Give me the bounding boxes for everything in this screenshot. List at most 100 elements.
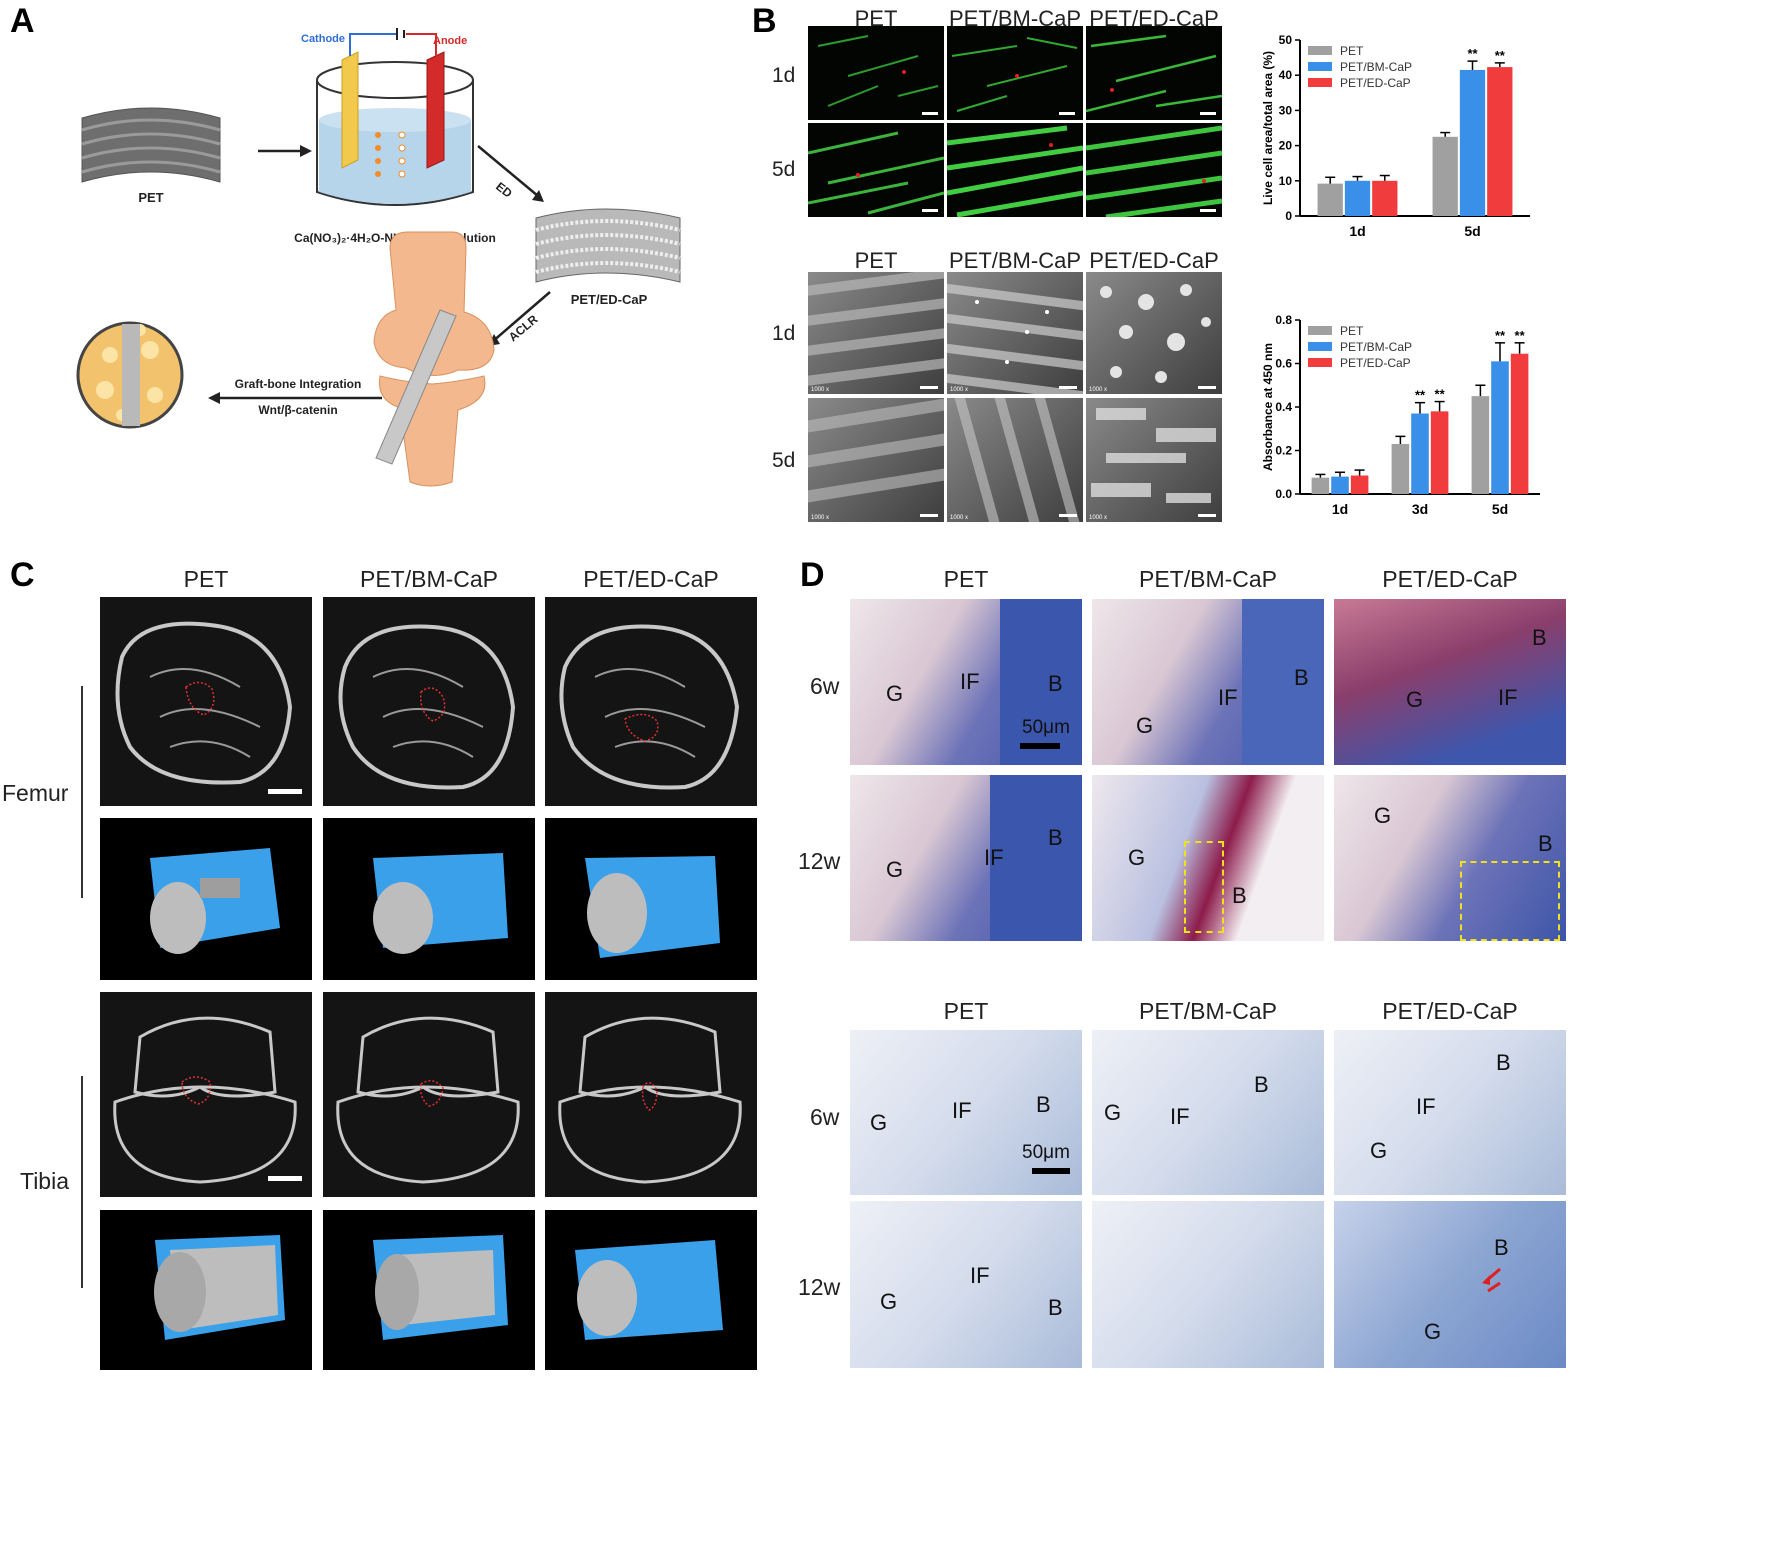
render-tibia-pet: [100, 1210, 312, 1370]
sem-mag-label: 1000 x: [950, 515, 969, 521]
label-g: G: [1136, 713, 1154, 738]
label-if: IF: [960, 669, 980, 694]
panel-label-d: D: [800, 556, 825, 594]
fluor-image-ed-5d: [1086, 123, 1222, 217]
integration-label: Graft-bone Integration: [235, 377, 362, 391]
scale-bar-label: 50μm: [1022, 1142, 1070, 1163]
label-if: IF: [970, 1263, 990, 1288]
sem-image-bm-5d: 1000 x: [947, 398, 1083, 522]
knee-joint: [373, 231, 495, 487]
b-sem-header-ed: PET/ED-CaP: [1089, 248, 1219, 273]
ct-femur-bm: [323, 597, 535, 806]
render-tibia-ed: [545, 1210, 757, 1370]
label-g: G: [880, 1289, 898, 1314]
label-b: B: [1538, 831, 1553, 856]
y-tick-label: 20: [1279, 139, 1293, 153]
toluidine-bm-6w: G IF B: [1092, 1030, 1324, 1195]
label-b: B: [1496, 1050, 1511, 1075]
label-b: B: [1254, 1072, 1269, 1097]
label-g: G: [1370, 1138, 1388, 1163]
sem-image-ed-1d: 1000 x: [1086, 272, 1222, 394]
b-sem-row-5d: 5d: [772, 449, 796, 472]
c-row-femur: Femur: [2, 780, 69, 806]
significance-label: **: [1495, 328, 1506, 343]
label-if: IF: [984, 845, 1004, 870]
d-bottom-row-6w: 6w: [810, 1104, 840, 1130]
fluor-image-ed-1d: [1086, 26, 1222, 120]
c-header-bm: PET/BM-CaP: [359, 566, 499, 592]
significance-label: **: [1495, 48, 1506, 63]
x-tick-label: 3d: [1412, 501, 1428, 517]
wnt-label: Wnt/β-catenin: [258, 403, 337, 417]
label-b: B: [1294, 665, 1309, 690]
fluor-image-bm-5d: [947, 123, 1083, 217]
d-bottom-header-pet: PET: [943, 998, 989, 1024]
fluor-image-bm-1d: [947, 26, 1083, 120]
panel-label-a: A: [10, 2, 35, 40]
sem-mag-label: 1000 x: [950, 387, 969, 393]
legend-swatch: [1308, 326, 1332, 335]
legend-label: PET/BM-CaP: [1340, 340, 1412, 354]
x-tick-label: 5d: [1492, 501, 1508, 517]
bar-pet-bm-cap-1d: [1331, 476, 1349, 494]
label-if: IF: [952, 1098, 972, 1123]
legend-swatch: [1308, 62, 1332, 71]
d-top-header-pet: PET: [943, 566, 989, 592]
label-g: G: [1104, 1100, 1122, 1125]
legend-label: PET: [1340, 44, 1364, 58]
b-fluor-row-5d: 5d: [772, 158, 796, 181]
d-bottom-header-ed: PET/ED-CaP: [1382, 998, 1518, 1024]
d-top-row-12w: 12w: [798, 848, 841, 874]
y-tick-label: 40: [1279, 68, 1293, 82]
label-g: G: [1374, 803, 1392, 828]
label-g: G: [1424, 1319, 1442, 1344]
ct-femur-ed: [545, 597, 757, 806]
bar-pet-1d: [1317, 183, 1343, 216]
d-bottom-row-12w: 12w: [798, 1274, 841, 1300]
red-arrow-icon: [1482, 1267, 1501, 1293]
schematic-diagram: Cathode Anode PET Ca(NO₃)₂·4H₂O-NH₄H₂PO₄…: [76, 28, 681, 487]
pet-ed-cap-fabric: [535, 208, 681, 283]
b-sem-header-bm: PET/BM-CaP: [948, 248, 1082, 273]
y-axis-label: Absorbance at 450 nm: [1261, 343, 1275, 471]
label-if: IF: [1218, 685, 1238, 710]
sem-image-pet-1d: 1000 x: [808, 272, 944, 394]
d-top-header-ed: PET/ED-CaP: [1382, 566, 1518, 592]
y-tick-label: 10: [1279, 174, 1293, 188]
bar-pet-ed-cap-1d: [1372, 180, 1398, 216]
ct-femur-pet: [100, 597, 312, 806]
toluidine-ed-12w: G B: [1334, 1201, 1566, 1368]
toluidine-bm-12w: [1092, 1201, 1324, 1368]
label-g: G: [886, 857, 904, 882]
sem-image-pet-5d: 1000 x: [808, 398, 944, 522]
panel-label-b: B: [752, 2, 777, 40]
electrolysis-beaker: [316, 28, 474, 206]
fluor-image-pet-1d: [808, 26, 944, 120]
bone-integration-inset: [76, 321, 184, 429]
fluor-image-pet-5d: [808, 123, 944, 217]
c-header-pet: PET: [183, 566, 229, 592]
legend-label: PET/ED-CaP: [1340, 356, 1411, 370]
y-tick-label: 50: [1279, 33, 1293, 47]
label-g: G: [870, 1110, 888, 1135]
scale-bar: [1032, 1168, 1070, 1174]
zoom-box: [1460, 861, 1560, 941]
x-tick-label: 1d: [1332, 501, 1348, 517]
legend-swatch: [1308, 342, 1332, 351]
label-b: B: [1232, 883, 1247, 908]
legend-label: PET/BM-CaP: [1340, 60, 1412, 74]
legend-label: PET: [1340, 324, 1364, 338]
label-b: B: [1048, 825, 1063, 850]
legend-label: PET/ED-CaP: [1340, 76, 1411, 90]
y-tick-label: 0.2: [1275, 444, 1292, 458]
absorbance-chart: 0.0 0.2 0.4 0.6 0.8 Absorbance at 450 nm 1d ** *…: [1261, 313, 1540, 517]
bar-pet-bm-cap-3d: [1411, 413, 1429, 494]
pet-ed-cap-label: PET/ED-CaP: [571, 292, 648, 307]
pet-label: PET: [138, 190, 163, 205]
sem-mag-label: 1000 x: [811, 515, 830, 521]
y-tick-label: 30: [1279, 103, 1293, 117]
masson-pet-12w: G IF B: [850, 775, 1082, 941]
bar-pet-ed-cap-1d: [1350, 475, 1369, 494]
legend-swatch: [1308, 358, 1332, 367]
render-tibia-bm: [323, 1210, 535, 1370]
